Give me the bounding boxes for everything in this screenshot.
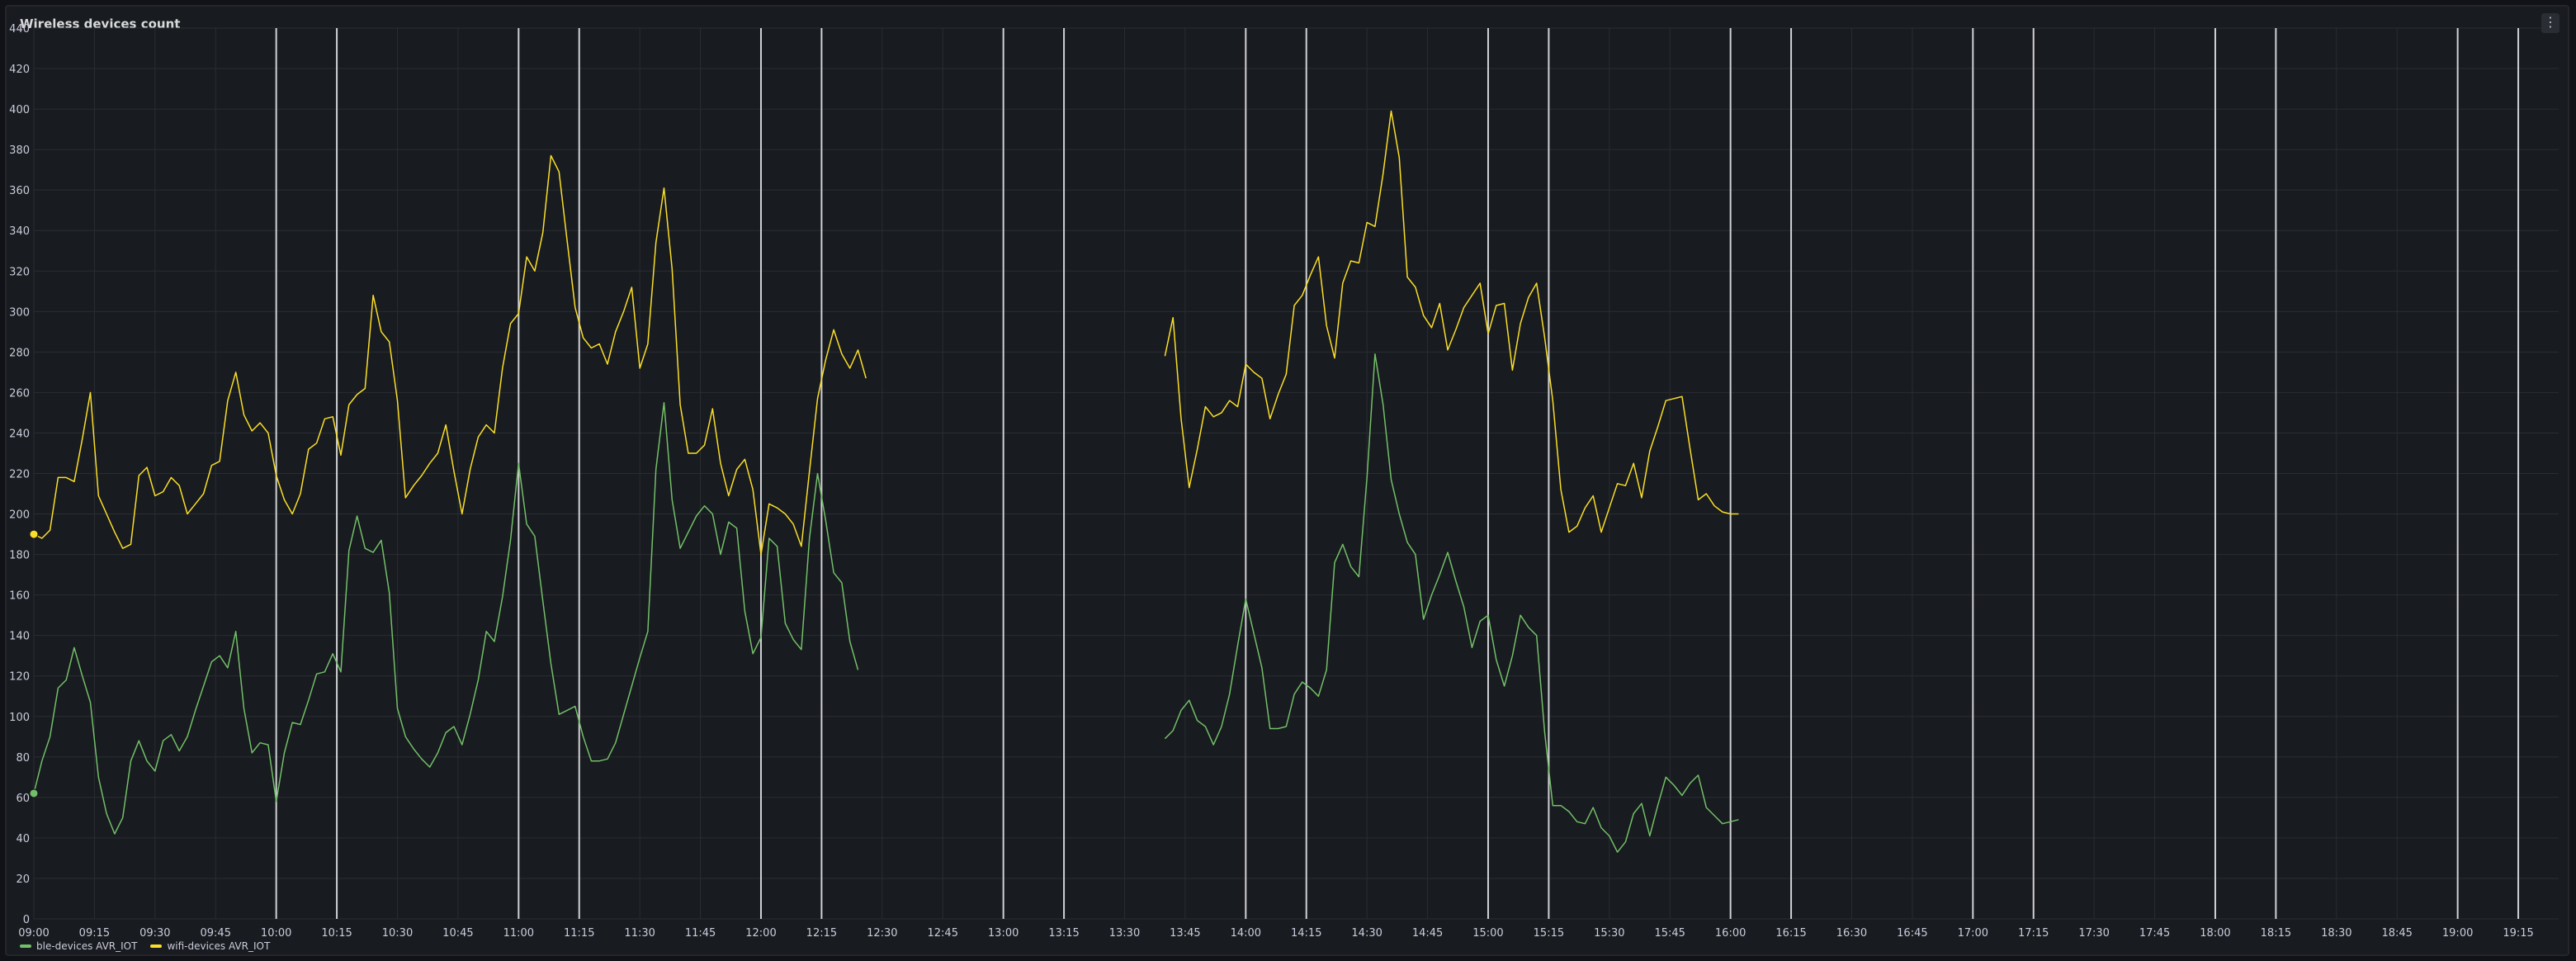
- series-line-1: [33, 154, 867, 556]
- series-start-point-0: [29, 788, 39, 798]
- y-tick-label: 20: [16, 873, 30, 886]
- series-line-1: [1164, 110, 1739, 533]
- x-tick-label: 12:30: [867, 927, 897, 940]
- y-tick-label: 340: [9, 225, 30, 238]
- series-line-0: [1164, 353, 1739, 853]
- chart-panel: Wireless devices count ⋮ 0 20 40 60 80 100 120…: [5, 5, 2569, 956]
- y-tick-label: 120: [9, 671, 30, 684]
- y-tick-label: 180: [9, 550, 30, 562]
- y-tick-label: 320: [9, 266, 30, 278]
- x-tick-label: 14:00: [1231, 927, 1261, 940]
- x-tick-label: 14:45: [1412, 927, 1443, 940]
- x-tick-label: 15:45: [1654, 927, 1685, 940]
- grid-lines: [33, 27, 2559, 920]
- legend-label-ble: ble-devices AVR_IOT: [36, 940, 138, 952]
- x-tick-label: 18:45: [2381, 927, 2412, 940]
- x-tick-label: 10:45: [442, 927, 473, 940]
- y-tick-label: 80: [16, 752, 30, 765]
- series-lines: [29, 110, 1739, 853]
- y-tick-label: 40: [16, 833, 30, 845]
- x-tick-label: 17:45: [2139, 927, 2170, 940]
- legend-swatch-wifi: [150, 944, 163, 948]
- y-tick-label: 400: [9, 104, 30, 116]
- legend: ble-devices AVR_IOT wifi-devices AVR_IOT: [20, 940, 270, 952]
- x-tick-label: 13:00: [988, 927, 1019, 940]
- y-tick-label: 200: [9, 509, 30, 522]
- x-tick-label: 12:45: [928, 927, 958, 940]
- y-tick-label: 240: [9, 428, 30, 440]
- x-tick-label: 13:30: [1109, 927, 1140, 940]
- x-tick-label: 11:45: [685, 927, 716, 940]
- legend-item-ble[interactable]: ble-devices AVR_IOT: [20, 940, 137, 952]
- x-tick-label: 13:45: [1170, 927, 1200, 940]
- x-tick-label: 11:00: [503, 927, 534, 940]
- x-tick-label: 14:15: [1291, 927, 1321, 940]
- y-tick-label: 380: [9, 144, 30, 157]
- legend-item-wifi[interactable]: wifi-devices AVR_IOT: [150, 940, 270, 952]
- x-tick-label: 09:45: [201, 927, 231, 940]
- y-tick-label: 360: [9, 185, 30, 197]
- x-tick-label: 14:30: [1351, 927, 1382, 940]
- x-tick-label: 10:00: [261, 927, 291, 940]
- x-tick-label: 15:30: [1594, 927, 1624, 940]
- y-tick-label: 100: [9, 712, 30, 724]
- x-tick-label: 16:00: [1715, 927, 1746, 940]
- x-tick-label: 18:00: [2200, 927, 2230, 940]
- x-tick-label: 16:30: [1836, 927, 1867, 940]
- x-tick-label: 09:00: [18, 927, 49, 940]
- annotation-lines: [275, 28, 2520, 919]
- y-tick-label: 220: [9, 469, 30, 481]
- x-tick-label: 10:30: [382, 927, 413, 940]
- x-tick-label: 18:30: [2321, 927, 2351, 940]
- y-tick-label: 60: [16, 793, 30, 805]
- x-tick-label: 13:15: [1048, 927, 1079, 940]
- x-tick-label: 18:15: [2261, 927, 2291, 940]
- legend-swatch-ble: [20, 944, 31, 948]
- x-tick-label: 11:15: [564, 927, 594, 940]
- legend-label-wifi: wifi-devices AVR_IOT: [167, 940, 271, 952]
- x-tick-label: 12:15: [806, 927, 837, 940]
- series-start-point-1: [29, 529, 39, 539]
- x-tick-label: 09:30: [139, 927, 170, 940]
- y-tick-label: 260: [9, 387, 30, 400]
- line-chart: 0 20 40 60 80 100 120 140 160 180 200 220 240 260 280 3…: [9, 23, 2559, 940]
- series-line-0: [33, 401, 859, 835]
- x-tick-label: 17:30: [2078, 927, 2109, 940]
- y-tick-label: 160: [9, 590, 30, 603]
- y-tick-label: 140: [9, 631, 30, 643]
- x-tick-label: 16:15: [1775, 927, 1806, 940]
- x-tick-label: 12:00: [745, 927, 776, 940]
- x-tick-label: 19:15: [2503, 927, 2533, 940]
- x-tick-label: 09:15: [79, 927, 110, 940]
- x-tick-label: 16:45: [1897, 927, 1927, 940]
- y-tick-label: 0: [23, 914, 30, 926]
- x-axis-ticks: 09:00 09:15 09:30 09:45 10:00 10:15 10:30 10:45…: [18, 927, 2534, 940]
- y-tick-label: 300: [9, 306, 30, 319]
- y-tick-label: 420: [9, 64, 30, 76]
- y-tick-label: 440: [9, 23, 30, 36]
- y-axis-ticks: 0 20 40 60 80 100 120 140 160 180 200 220 240 260 280 3…: [9, 23, 30, 926]
- y-tick-label: 280: [9, 347, 30, 359]
- x-tick-label: 15:15: [1534, 927, 1564, 940]
- x-tick-label: 17:15: [2018, 927, 2049, 940]
- x-tick-label: 17:00: [1958, 927, 1988, 940]
- x-tick-label: 10:15: [321, 927, 352, 940]
- x-tick-label: 11:30: [624, 927, 655, 940]
- x-tick-label: 15:00: [1472, 927, 1503, 940]
- x-tick-label: 19:00: [2442, 927, 2473, 940]
